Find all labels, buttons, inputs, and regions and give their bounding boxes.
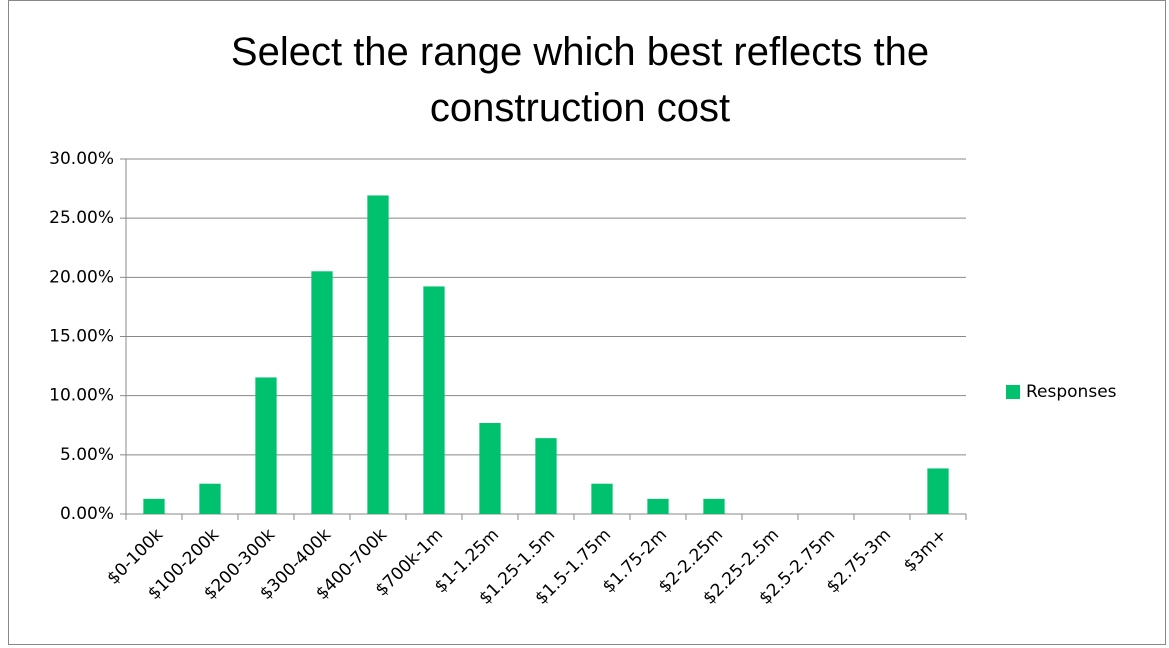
y-tick-label: 0.00% [60, 504, 114, 524]
chart-frame [8, 0, 1166, 645]
bar [647, 498, 669, 514]
chart-title: Select the range which best reflects the… [230, 30, 930, 130]
y-tick-label: 30.00% [49, 149, 114, 169]
bar [199, 483, 221, 514]
bar [311, 271, 333, 514]
bar [143, 498, 165, 514]
y-tick-label: 25.00% [49, 208, 114, 228]
legend-swatch [1006, 385, 1020, 399]
bar [535, 438, 557, 514]
bar [703, 498, 725, 514]
x-tick-label: $3m+ [900, 525, 951, 576]
bar [591, 483, 613, 514]
bar [367, 195, 389, 515]
legend-label: Responses [1026, 382, 1117, 402]
y-tick-label: 20.00% [49, 267, 114, 287]
bar [423, 286, 445, 514]
bar [927, 468, 949, 514]
y-tick-label: 10.00% [49, 386, 114, 406]
bar [255, 377, 277, 514]
y-tick-label: 15.00% [49, 327, 114, 347]
y-tick-label: 5.00% [60, 445, 114, 465]
bar [479, 423, 501, 514]
